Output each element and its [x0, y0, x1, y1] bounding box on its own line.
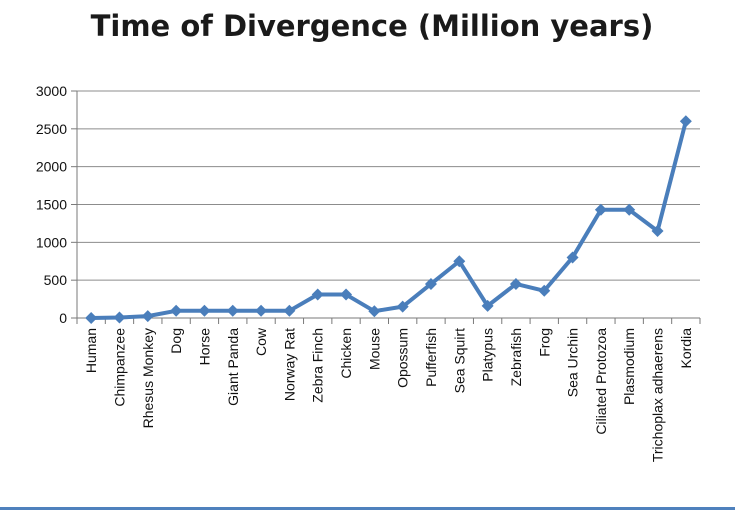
data-point	[679, 115, 692, 128]
x-category-label: Zebra Finch	[310, 328, 326, 403]
x-category-label: Giant Panda	[225, 328, 241, 406]
data-point	[509, 277, 522, 290]
data-point	[311, 288, 324, 301]
x-category-label: Platypus	[480, 328, 496, 382]
y-tick-label: 1500	[36, 197, 67, 213]
x-category-label: Chicken	[338, 328, 354, 379]
data-point	[424, 277, 437, 290]
x-category-label: Kordia	[678, 328, 694, 369]
x-category-label: Ciliated Protozoa	[593, 328, 609, 435]
axes	[71, 90, 701, 324]
x-category-label: Pufferfish	[423, 328, 439, 387]
data-point	[226, 304, 239, 317]
data-point	[481, 299, 494, 312]
data-point	[594, 203, 607, 216]
x-category-label: Cow	[253, 327, 269, 356]
x-category-label: Norway Rat	[281, 328, 297, 401]
y-tick-label: 0	[59, 310, 67, 326]
x-category-label: Sea Urchin	[565, 328, 581, 397]
x-category-label: Trichoplax adhaerens	[650, 328, 666, 462]
data-point	[141, 310, 154, 323]
data-point	[113, 311, 126, 324]
data-point	[368, 305, 381, 318]
gridlines	[77, 90, 700, 281]
data-point	[85, 312, 98, 324]
x-category-label: Chimpanzee	[111, 328, 127, 407]
y-tick-label: 1000	[36, 234, 67, 250]
x-category-label: Frog	[536, 328, 552, 357]
x-category-label: Zebrafish	[508, 328, 524, 386]
y-tick-label: 2500	[36, 121, 67, 137]
series	[85, 115, 692, 324]
x-category-label: Human	[83, 328, 99, 373]
data-point	[170, 304, 183, 317]
data-point	[538, 284, 551, 297]
chart-title: Time of Divergence (Million years)	[91, 9, 654, 43]
data-point	[566, 251, 579, 264]
data-point	[396, 300, 409, 313]
x-category-label: Plasmodium	[621, 328, 637, 405]
x-category-label: Dog	[168, 328, 184, 354]
data-point	[623, 203, 636, 216]
data-point	[651, 224, 664, 237]
data-point	[340, 288, 353, 301]
data-point	[255, 304, 268, 317]
data-point	[453, 255, 466, 268]
x-category-label: Opossum	[395, 328, 411, 388]
data-point	[283, 304, 296, 317]
series-line	[91, 120, 688, 320]
x-category-label: Mouse	[366, 328, 382, 370]
x-category-label: Sea Squirt	[451, 328, 467, 393]
data-point	[198, 304, 211, 317]
y-tick-label: 3000	[36, 83, 67, 99]
y-tick-label: 500	[44, 272, 68, 288]
x-category-label: Rhesus Monkey	[140, 328, 156, 428]
y-axis-ticks: 0 500 1000 1500 2000 2500 3000	[36, 83, 67, 326]
x-axis-categories: Human Chimpanzee Rhesus Monkey Dog Horse Gian…	[83, 327, 694, 462]
x-category-label: Horse	[196, 328, 212, 366]
y-tick-label: 2000	[36, 159, 67, 175]
bottom-rule	[0, 507, 735, 510]
